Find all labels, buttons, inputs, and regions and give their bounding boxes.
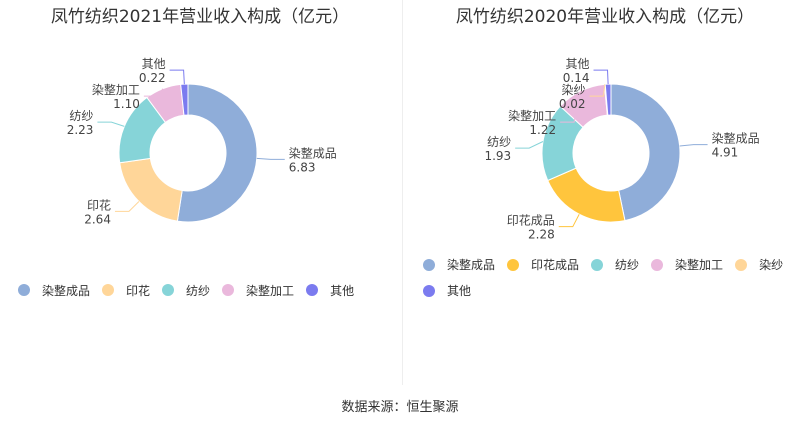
leader-line-纺纱 [515,141,544,149]
legend-label: 纺纱 [186,283,211,298]
slice-label-value: 1.10 [113,97,140,111]
slice-label-value: 6.83 [289,160,316,174]
slice-label-value: 2.28 [528,228,555,242]
slice-label-name: 印花 [87,197,111,212]
leader-line-其他 [593,69,609,85]
legend-dot-icon [507,259,520,271]
slice-label-value: 0.22 [139,71,166,85]
legend-item-纺纱[interactable]: 纺纱 [591,255,639,275]
legend-dot-icon [162,284,175,296]
legend-item-染整成品[interactable]: 染整成品 [18,280,90,300]
legend-label: 染整成品 [42,283,91,298]
slice-其他 [604,83,612,116]
legend-2020: 染整成品 印花成品 纺纱 染整加工 染纱其他 [423,254,798,306]
slice-染整成品 [176,83,258,223]
slice-label-value: 1.93 [484,149,511,163]
leader-line-染整成品 [679,144,708,147]
legend-label: 染整成品 [447,258,496,272]
legend-item-印花[interactable]: 印花 [102,280,150,300]
slice-label-name: 纺纱 [487,135,511,149]
legend-dot-icon [102,284,115,296]
slice-label-value: 2.64 [84,212,111,226]
slice-label-value: 0.02 [559,97,586,111]
legend-dot-icon [423,285,435,297]
slice-印花成品 [547,167,626,223]
leader-line-染纱 [589,84,606,97]
legend-label: 染纱 [759,258,784,272]
legend-label: 纺纱 [615,258,640,272]
legend-label: 其他 [330,283,355,298]
legend-dot-icon [222,284,235,296]
slice-label-value: 2.23 [67,123,94,137]
legend-2021: 染整成品 印花 纺纱 染整加工 其他 [18,280,388,300]
slice-label-name: 其他 [566,57,590,71]
slice-染整成品 [610,83,681,222]
slice-label-name: 染整加工 [92,82,140,97]
legend-item-其他[interactable]: 其他 [423,281,471,301]
slice-label-name: 纺纱 [69,109,93,123]
legend-item-染整加工[interactable]: 染整加工 [222,280,294,300]
legend-dot-icon [18,284,30,296]
chart-panel-2021: 凤竹纺织2021年营业收入构成（亿元） 染整成品 6.83 其他 0.22 染整加工 1.… [0,0,400,390]
leader-line-印花成品 [558,214,580,228]
leader-line-纺纱 [97,121,125,127]
data-source: 数据来源：恒生聚源 [341,400,459,415]
legend-item-染整成品[interactable]: 染整成品 [423,255,495,275]
slice-其他 [180,83,189,116]
legend-dot-icon [306,284,319,296]
leader-line-染整成品 [256,157,285,160]
slice-label-name: 染纱 [562,82,586,97]
legend-dot-icon [651,259,664,271]
slice-label-name: 染整加工 [508,108,556,123]
legend-item-印花成品[interactable]: 印花成品 [507,255,579,275]
slice-label-name: 染整成品 [712,131,760,146]
leader-line-染整加工 [560,91,581,123]
legend-label: 染整加工 [246,283,295,298]
slice-label-value: 4.91 [712,146,739,160]
legend-item-染整加工[interactable]: 染整加工 [651,255,723,275]
legend-label: 印花成品 [531,258,580,272]
slice-label-name: 其他 [142,57,166,71]
slice-label-name: 印花成品 [507,213,555,228]
slice-label-name: 染整成品 [289,145,337,160]
legend-item-染纱[interactable]: 染纱 [735,255,783,275]
chart-title-2020: 凤竹纺织2020年营业收入构成（亿元） [455,7,755,27]
leader-line-其他 [169,69,185,85]
chart-panel-2020: 凤竹纺织2020年营业收入构成（亿元） 染整成品 4.91 其他 0.14 染纱 0.02… [405,0,800,390]
slice-label-value: 0.14 [563,71,590,85]
leader-line-染整加工 [143,88,164,97]
legend-dot-icon [591,259,604,271]
legend-item-其他[interactable]: 其他 [306,280,354,300]
legend-dot-icon [423,259,435,271]
legend-label: 其他 [447,284,472,298]
legend-dot-icon [735,259,748,271]
slice-label-value: 1.22 [529,123,556,137]
legend-label: 染整加工 [675,258,724,272]
legend-item-纺纱[interactable]: 纺纱 [162,280,210,300]
leader-line-印花 [114,201,140,212]
panel-divider [402,0,403,385]
legend-label: 印花 [126,283,151,298]
chart-title-2021: 凤竹纺织2021年营业收入构成（亿元） [50,7,350,27]
